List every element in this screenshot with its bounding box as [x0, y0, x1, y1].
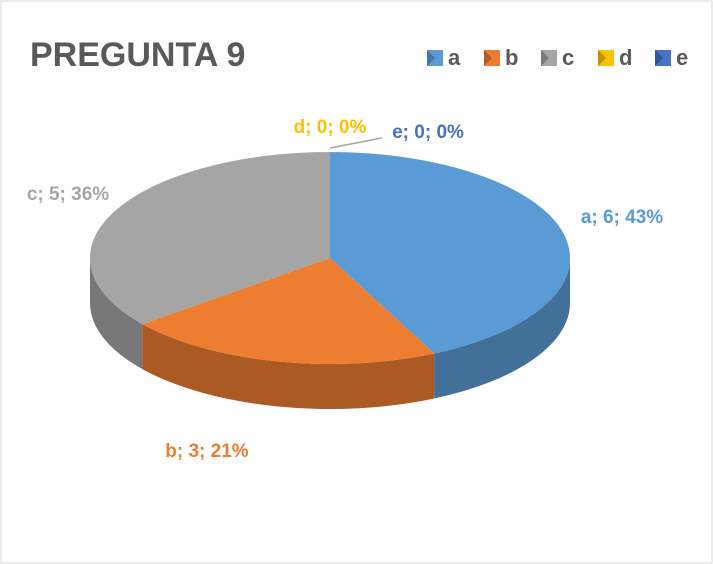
- legend-swatch: [598, 50, 614, 66]
- legend-swatch-shade: [541, 50, 549, 66]
- data-label: d; 0; 0%: [294, 117, 367, 138]
- slice-top: [330, 152, 570, 354]
- legend-swatch-shade: [484, 50, 492, 66]
- data-label: e; 0; 0%: [392, 122, 464, 143]
- data-label: a; 6; 43%: [581, 207, 663, 228]
- pie-slice: [330, 152, 570, 399]
- legend-swatch-shade: [427, 50, 435, 66]
- legend-swatch-shade: [655, 50, 663, 66]
- legend-swatch: [484, 50, 500, 66]
- pie-slice: [142, 258, 435, 409]
- legend-label: e: [676, 45, 688, 70]
- pie-slice: [90, 152, 330, 370]
- data-label: c; 5; 36%: [27, 184, 109, 205]
- legend-label: c: [562, 45, 574, 70]
- legend-label: d: [619, 45, 632, 70]
- slice-side: [90, 258, 143, 370]
- chart-title: PREGUNTA 9: [30, 36, 245, 74]
- leader-line: [329, 137, 383, 149]
- slice-side: [434, 258, 570, 399]
- data-label: b; 3; 21%: [165, 441, 249, 462]
- legend-swatch: [427, 50, 443, 66]
- legend-swatch-shade: [598, 50, 606, 66]
- slice-top: [90, 152, 330, 325]
- slice-side: [142, 324, 435, 409]
- legend-swatch: [655, 50, 671, 66]
- slice-top: [142, 258, 435, 365]
- legend-swatch: [541, 50, 557, 66]
- legend-label: b: [505, 45, 518, 70]
- legend-label: a: [448, 45, 461, 70]
